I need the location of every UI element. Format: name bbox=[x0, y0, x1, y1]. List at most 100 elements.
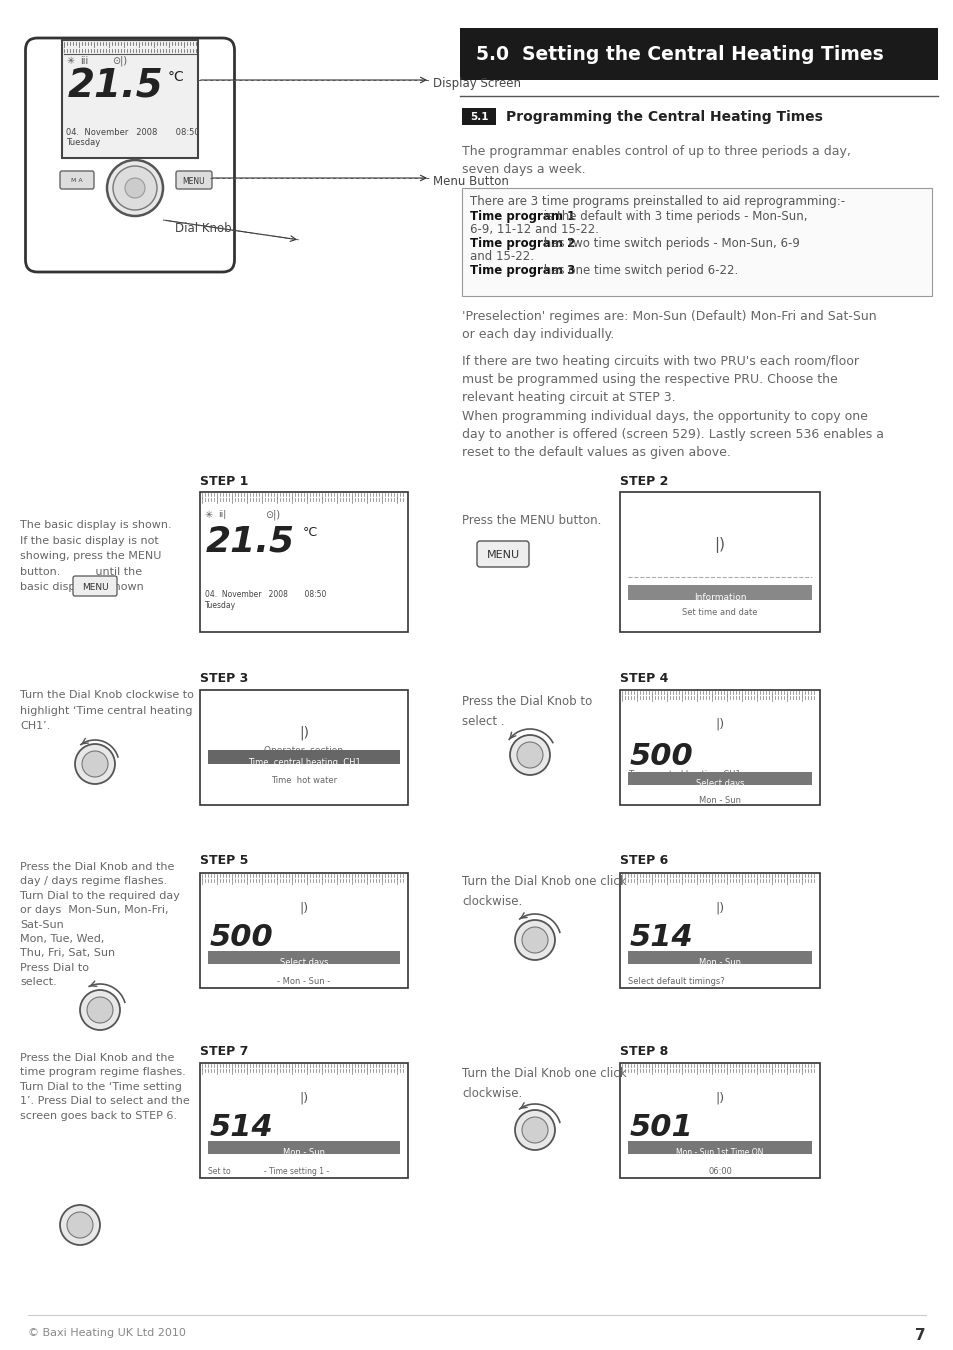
Text: MENU: MENU bbox=[182, 177, 205, 185]
Text: Turn the Dial Knob one click
clockwise.: Turn the Dial Knob one click clockwise. bbox=[461, 875, 626, 909]
Text: Press the Dial Knob to
select .: Press the Dial Knob to select . bbox=[461, 695, 592, 728]
Bar bbox=[627, 772, 811, 784]
Text: ✳: ✳ bbox=[204, 510, 212, 520]
Text: |): |) bbox=[715, 718, 723, 730]
FancyBboxPatch shape bbox=[26, 38, 234, 271]
Text: Time program 2: Time program 2 bbox=[470, 238, 575, 250]
Text: STEP 6: STEP 6 bbox=[619, 855, 667, 867]
Bar bbox=[461, 188, 931, 296]
Text: 6-9, 11-12 and 15-22.: 6-9, 11-12 and 15-22. bbox=[470, 223, 598, 236]
Text: Time  central heating  CH1: Time central heating CH1 bbox=[627, 1141, 740, 1150]
Circle shape bbox=[517, 743, 542, 768]
Circle shape bbox=[521, 1116, 547, 1143]
Text: 21.5: 21.5 bbox=[68, 68, 164, 107]
Text: Operator  section: Operator section bbox=[264, 747, 343, 755]
Text: STEP 1: STEP 1 bbox=[200, 475, 248, 487]
Text: Mon - Sun 1st Time ON: Mon - Sun 1st Time ON bbox=[676, 1148, 763, 1157]
Text: Tuesday: Tuesday bbox=[66, 138, 100, 147]
Text: 514: 514 bbox=[629, 923, 693, 952]
Text: Press the Dial Knob and the
day / days regime flashes.
Turn Dial to the required: Press the Dial Knob and the day / days r… bbox=[20, 863, 180, 987]
Text: 500: 500 bbox=[629, 743, 693, 771]
Circle shape bbox=[75, 744, 115, 784]
Text: The basic display is shown.
If the basic display is not
showing, press the MENU
: The basic display is shown. If the basic… bbox=[20, 520, 172, 593]
Text: 5.1: 5.1 bbox=[469, 112, 488, 122]
Text: Time  central heating  CH1: Time central heating CH1 bbox=[627, 769, 740, 779]
Text: Time program 3: Time program 3 bbox=[470, 265, 575, 277]
Text: Time program 1: Time program 1 bbox=[470, 211, 575, 223]
Circle shape bbox=[521, 927, 547, 953]
Text: |): |) bbox=[714, 537, 724, 554]
Text: has two time switch periods - Mon-Sun, 6-9: has two time switch periods - Mon-Sun, 6… bbox=[539, 238, 799, 250]
Text: STEP 4: STEP 4 bbox=[619, 672, 668, 684]
Text: 04.  November   2008       08:50: 04. November 2008 08:50 bbox=[205, 590, 326, 599]
Text: STEP 8: STEP 8 bbox=[619, 1045, 667, 1058]
Text: Menu Button: Menu Button bbox=[433, 176, 508, 188]
Text: |): |) bbox=[715, 1091, 723, 1104]
Text: MENU: MENU bbox=[82, 582, 109, 591]
Bar bbox=[461, 108, 496, 126]
Text: STEP 7: STEP 7 bbox=[200, 1045, 248, 1058]
Text: Select default timings?: Select default timings? bbox=[627, 977, 724, 986]
Text: Mon - Sun: Mon - Sun bbox=[699, 796, 740, 805]
Text: |): |) bbox=[298, 725, 309, 740]
Bar bbox=[619, 690, 820, 805]
Text: STEP 5: STEP 5 bbox=[200, 855, 248, 867]
Text: 'Preselection' regimes are: Mon-Sun (Default) Mon-Fri and Sat-Sun
or each day in: 'Preselection' regimes are: Mon-Sun (Def… bbox=[461, 310, 876, 342]
Bar bbox=[208, 1141, 399, 1154]
Circle shape bbox=[112, 166, 157, 211]
Text: 7: 7 bbox=[915, 1328, 925, 1343]
Text: ⊙|): ⊙|) bbox=[265, 510, 280, 521]
Text: If there are two heating circuits with two PRU's each room/floor
must be program: If there are two heating circuits with t… bbox=[461, 355, 858, 404]
Bar bbox=[627, 950, 811, 964]
Text: Turn the Dial Knob clockwise to
highlight ‘Time central heating
CH1’.: Turn the Dial Knob clockwise to highligh… bbox=[20, 690, 193, 732]
Text: Select days: Select days bbox=[279, 958, 328, 967]
Bar bbox=[208, 950, 399, 964]
Text: °C: °C bbox=[168, 70, 185, 84]
Text: Display Screen: Display Screen bbox=[433, 77, 520, 90]
Text: Turn the Dial Knob one click
clockwise.: Turn the Dial Knob one click clockwise. bbox=[461, 1066, 626, 1100]
Text: The programmar enables control of up to three periods a day,
seven days a week.: The programmar enables control of up to … bbox=[461, 144, 850, 176]
Bar bbox=[619, 491, 820, 632]
Bar bbox=[200, 873, 408, 988]
Circle shape bbox=[67, 1212, 92, 1238]
Text: |): |) bbox=[299, 1091, 308, 1104]
Text: Tuesday: Tuesday bbox=[205, 601, 236, 610]
FancyBboxPatch shape bbox=[476, 541, 529, 567]
Text: Set to              - Time setting 1 -: Set to - Time setting 1 - bbox=[208, 1166, 329, 1176]
Circle shape bbox=[510, 734, 550, 775]
Bar bbox=[627, 1141, 811, 1154]
Text: and 15-22.: and 15-22. bbox=[470, 250, 534, 263]
Circle shape bbox=[82, 751, 108, 778]
Circle shape bbox=[60, 1206, 100, 1245]
Text: STEP 3: STEP 3 bbox=[200, 672, 248, 684]
Text: has one time switch period 6-22.: has one time switch period 6-22. bbox=[539, 265, 738, 277]
Text: M A: M A bbox=[71, 178, 83, 184]
Text: iii: iii bbox=[80, 55, 89, 66]
Text: © Baxi Heating UK Ltd 2010: © Baxi Heating UK Ltd 2010 bbox=[28, 1328, 186, 1338]
Bar bbox=[62, 40, 198, 158]
Circle shape bbox=[515, 919, 555, 960]
Text: 21.5: 21.5 bbox=[206, 524, 294, 558]
Text: There are 3 time programs preinstalled to aid reprogramming:-: There are 3 time programs preinstalled t… bbox=[470, 194, 844, 208]
Text: STEP 2: STEP 2 bbox=[619, 475, 668, 487]
Text: Set time and date: Set time and date bbox=[681, 608, 757, 617]
Text: 5.0  Setting the Central Heating Times: 5.0 Setting the Central Heating Times bbox=[476, 45, 882, 63]
Text: is the default with 3 time periods - Mon-Sun,: is the default with 3 time periods - Mon… bbox=[539, 211, 806, 223]
Text: |): |) bbox=[299, 900, 308, 914]
FancyBboxPatch shape bbox=[175, 171, 212, 189]
Text: ✳: ✳ bbox=[66, 55, 74, 66]
Text: 06:00: 06:00 bbox=[707, 1166, 731, 1176]
Text: Time  central heating  CH1: Time central heating CH1 bbox=[248, 757, 360, 767]
Text: When programming individual days, the opportunity to copy one
day to another is : When programming individual days, the op… bbox=[461, 410, 883, 459]
FancyBboxPatch shape bbox=[73, 576, 117, 595]
Text: |): |) bbox=[715, 900, 723, 914]
Text: Time  hot water: Time hot water bbox=[271, 776, 336, 784]
Text: Time  central heating  CH1: Time central heating CH1 bbox=[208, 950, 320, 960]
Circle shape bbox=[87, 998, 112, 1023]
Bar bbox=[200, 1062, 408, 1179]
Text: Programming the Central Heating Times: Programming the Central Heating Times bbox=[505, 109, 822, 123]
Text: Mon - Sun: Mon - Sun bbox=[699, 958, 740, 967]
Text: ii|: ii| bbox=[218, 510, 226, 518]
Circle shape bbox=[515, 1110, 555, 1150]
Bar bbox=[459, 28, 937, 80]
